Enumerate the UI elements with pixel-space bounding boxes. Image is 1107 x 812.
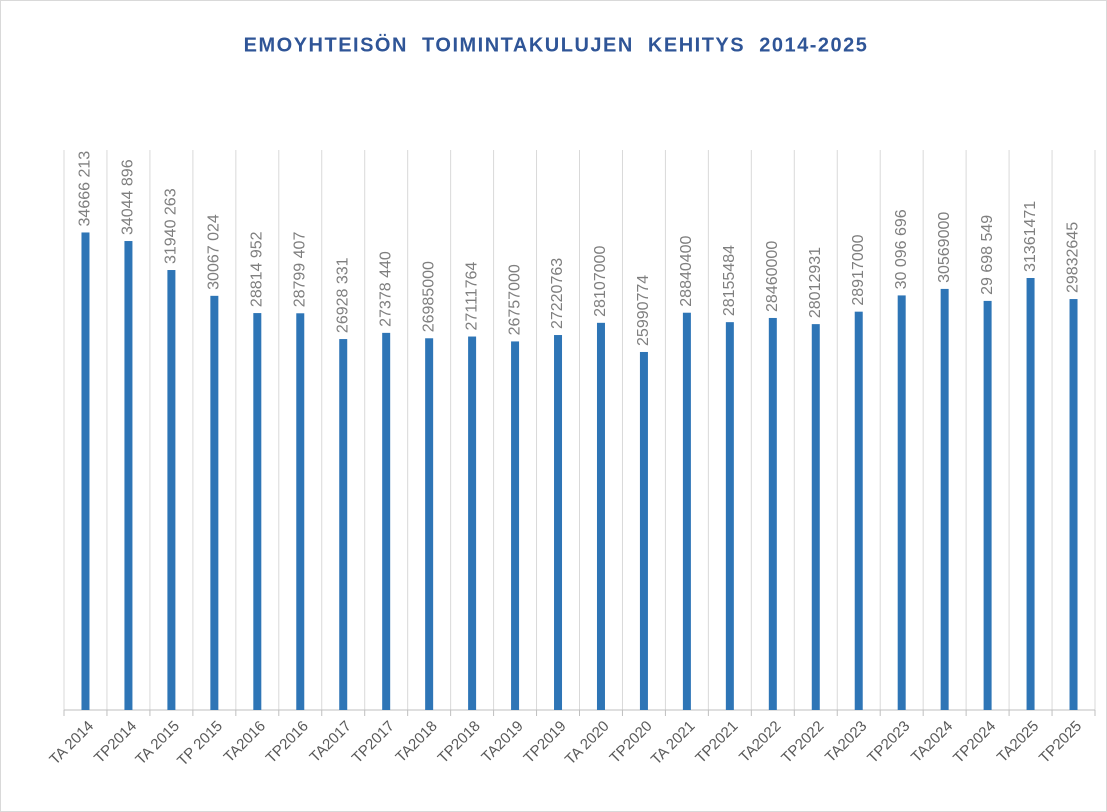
bar (768, 317, 777, 710)
data-label: 34666 213 (77, 151, 94, 227)
bar (167, 270, 176, 710)
bar (682, 312, 691, 710)
data-label: 28107000 (592, 246, 609, 317)
data-label: 28012931 (807, 247, 824, 318)
bar (339, 339, 348, 710)
bar (253, 313, 262, 710)
bar (425, 338, 434, 710)
data-label: 28799 407 (291, 232, 308, 308)
data-label: 31361471 (1022, 201, 1039, 272)
data-label: 28460000 (764, 241, 781, 312)
bar (940, 288, 949, 710)
data-label: 30569000 (936, 212, 953, 283)
chart-title: EMOYHTEISÖN TOIMINTAKULUJEN KEHITYS 2014… (244, 33, 869, 56)
data-label: 28840400 (678, 235, 695, 306)
bar (382, 332, 391, 710)
data-label: 30067 024 (206, 214, 223, 290)
data-label: 29 698 549 (979, 215, 996, 295)
data-label: 28814 952 (249, 231, 266, 307)
bar (296, 313, 305, 710)
bar (639, 351, 648, 710)
data-label: 27111764 (463, 262, 480, 331)
bar (854, 311, 863, 710)
data-label: 30 096 696 (893, 209, 910, 289)
data-label: 27220763 (549, 258, 566, 329)
bar (1026, 277, 1035, 710)
data-label: 26985000 (420, 261, 437, 332)
data-label: 25990774 (635, 275, 652, 346)
data-label: 29832645 (1065, 222, 1082, 293)
bar (81, 232, 90, 711)
bar (725, 322, 734, 710)
data-label: 28917000 (850, 234, 867, 305)
bar (596, 322, 605, 710)
bar (983, 300, 992, 710)
data-label: 26757000 (506, 264, 523, 335)
data-label: 26928 331 (334, 257, 351, 333)
bar (897, 295, 906, 710)
bar (210, 295, 219, 710)
bar (511, 341, 520, 710)
data-label: 27378 440 (377, 251, 394, 327)
bar (124, 241, 133, 710)
data-label: 31940 263 (163, 188, 180, 264)
data-label: 28155484 (721, 245, 738, 316)
bar (1069, 299, 1078, 710)
bar (811, 324, 820, 710)
bar (554, 335, 563, 710)
data-label: 34044 896 (120, 159, 137, 235)
bar (468, 336, 477, 710)
